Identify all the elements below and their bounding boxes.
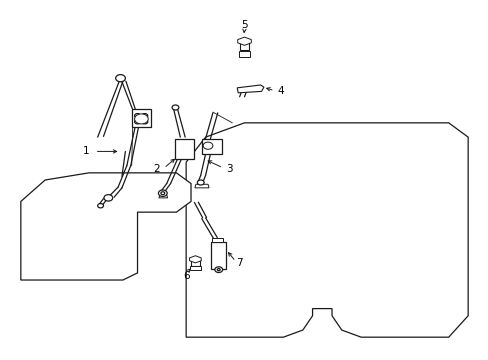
Bar	[131, 109, 151, 127]
Bar	[211, 242, 225, 269]
Bar	[202, 139, 221, 154]
Circle shape	[134, 113, 140, 118]
Polygon shape	[237, 37, 251, 45]
Circle shape	[197, 180, 203, 185]
Polygon shape	[21, 173, 191, 280]
Bar	[175, 139, 194, 159]
Text: 5: 5	[241, 19, 247, 30]
Text: 4: 4	[277, 86, 284, 96]
Bar	[212, 238, 223, 242]
Polygon shape	[237, 85, 264, 93]
Circle shape	[104, 195, 113, 201]
Circle shape	[116, 75, 125, 82]
Bar	[238, 51, 250, 57]
Circle shape	[134, 114, 148, 124]
Circle shape	[161, 192, 164, 195]
Text: 6: 6	[183, 271, 189, 281]
Circle shape	[98, 203, 103, 208]
Circle shape	[172, 105, 179, 110]
Circle shape	[158, 190, 167, 197]
Circle shape	[134, 120, 140, 124]
Bar	[239, 40, 249, 50]
Polygon shape	[186, 123, 467, 337]
Polygon shape	[189, 256, 201, 263]
Text: 7: 7	[236, 258, 243, 268]
Circle shape	[217, 269, 220, 271]
Circle shape	[142, 120, 147, 124]
Circle shape	[214, 267, 222, 273]
Circle shape	[203, 142, 212, 149]
Circle shape	[142, 113, 147, 118]
Text: 3: 3	[226, 164, 233, 174]
Polygon shape	[195, 184, 208, 188]
Bar	[191, 258, 200, 266]
Bar	[190, 266, 201, 270]
Polygon shape	[159, 195, 167, 198]
Text: 2: 2	[153, 164, 160, 174]
Text: 1: 1	[83, 147, 90, 157]
